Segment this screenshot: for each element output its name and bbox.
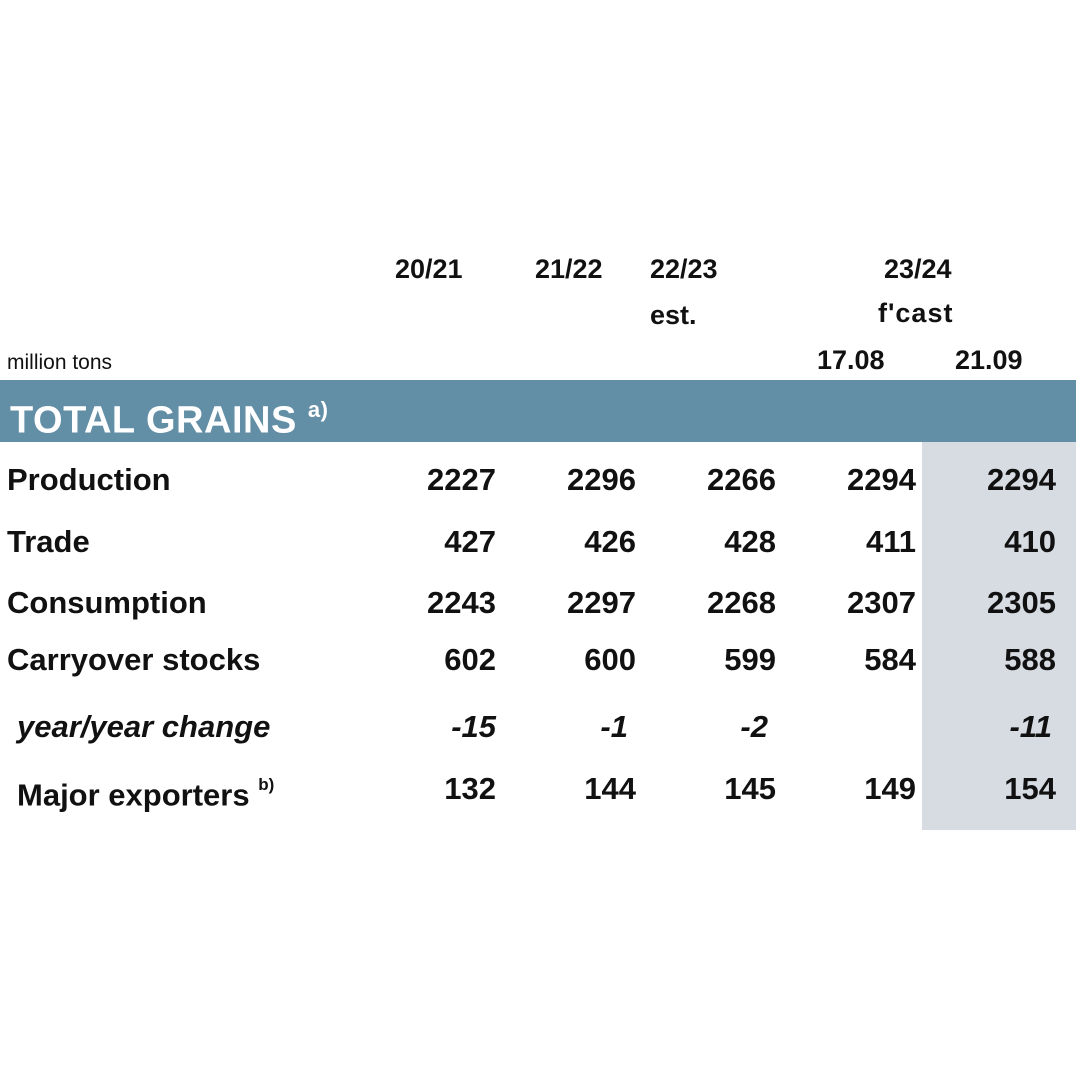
cell-value: 2294: [987, 462, 1056, 497]
section-title-text: TOTAL GRAINS: [10, 399, 297, 442]
cell-value: -1: [600, 709, 628, 744]
row-label: Trade: [7, 524, 90, 559]
row-footnote-marker: b): [258, 775, 275, 794]
section-band: [0, 380, 1076, 442]
cell-value: 2305: [987, 585, 1056, 620]
table-row-consumption: Consumption 2243 2297 2268 2307 2305: [0, 581, 1076, 625]
cell-value: 426: [584, 524, 636, 559]
cell-value: -2: [740, 709, 768, 744]
latest-forecast-highlight: [922, 442, 1076, 830]
row-label-text: Major exporters: [17, 777, 250, 813]
cell-value: 411: [865, 524, 916, 559]
cell-value: 588: [1004, 642, 1056, 677]
unit-label: million tons: [7, 351, 113, 374]
cell-value: 144: [584, 771, 636, 806]
cell-value: 600: [584, 642, 636, 677]
col-header-2022-23: 22/23: [650, 254, 718, 284]
col-header-2021-22: 21/22: [535, 254, 603, 284]
table-row-carryover-stocks: Carryover stocks 602 600 599 584 588: [0, 638, 1076, 682]
row-label: year/year change: [17, 709, 271, 744]
row-label: Major exporters b): [17, 767, 274, 817]
table-row-trade: Trade 427 426 428 411 410: [0, 520, 1076, 564]
cell-value: 2307: [847, 585, 916, 620]
cell-value: 584: [864, 642, 916, 677]
cell-value: 599: [724, 642, 776, 677]
cell-value: 2296: [567, 462, 636, 497]
table-row-production: Production 2227 2296 2266 2294 2294: [0, 458, 1076, 502]
col-header-date-21-09: 21.09: [955, 345, 1023, 375]
table-row-year-year-change: year/year change -15 -1 -2 -11: [0, 705, 1076, 749]
row-label: Production: [7, 462, 171, 497]
cell-value: 427: [444, 524, 496, 559]
col-header-2020-21: 20/21: [395, 254, 463, 284]
cell-value: 149: [864, 771, 916, 806]
row-label: Carryover stocks: [7, 642, 261, 677]
cell-value: 2227: [427, 462, 496, 497]
cell-value: -11: [1009, 709, 1052, 744]
cell-value: 2268: [707, 585, 776, 620]
cell-value: 132: [444, 771, 496, 806]
col-header-date-17-08: 17.08: [817, 345, 885, 375]
cell-value: -15: [451, 709, 496, 744]
cell-value: 154: [1004, 771, 1056, 806]
cell-value: 428: [724, 524, 776, 559]
cell-value: 145: [724, 771, 776, 806]
cell-value: 2243: [427, 585, 496, 620]
col-header-2023-24: 23/24: [884, 254, 952, 284]
section-footnote-marker: a): [307, 397, 329, 422]
cell-value: 2294: [847, 462, 916, 497]
row-label: Consumption: [7, 585, 207, 620]
cell-value: 2297: [567, 585, 636, 620]
section-title: TOTAL GRAINS a): [10, 389, 328, 444]
col-header-forecast: f'cast: [878, 298, 954, 328]
cell-value: 602: [444, 642, 496, 677]
col-header-2022-23-est: est.: [650, 300, 697, 330]
table-row-major-exporters: Major exporters b) 132 144 145 149 154: [0, 767, 1076, 812]
cell-value: 410: [1004, 524, 1056, 559]
cell-value: 2266: [707, 462, 776, 497]
